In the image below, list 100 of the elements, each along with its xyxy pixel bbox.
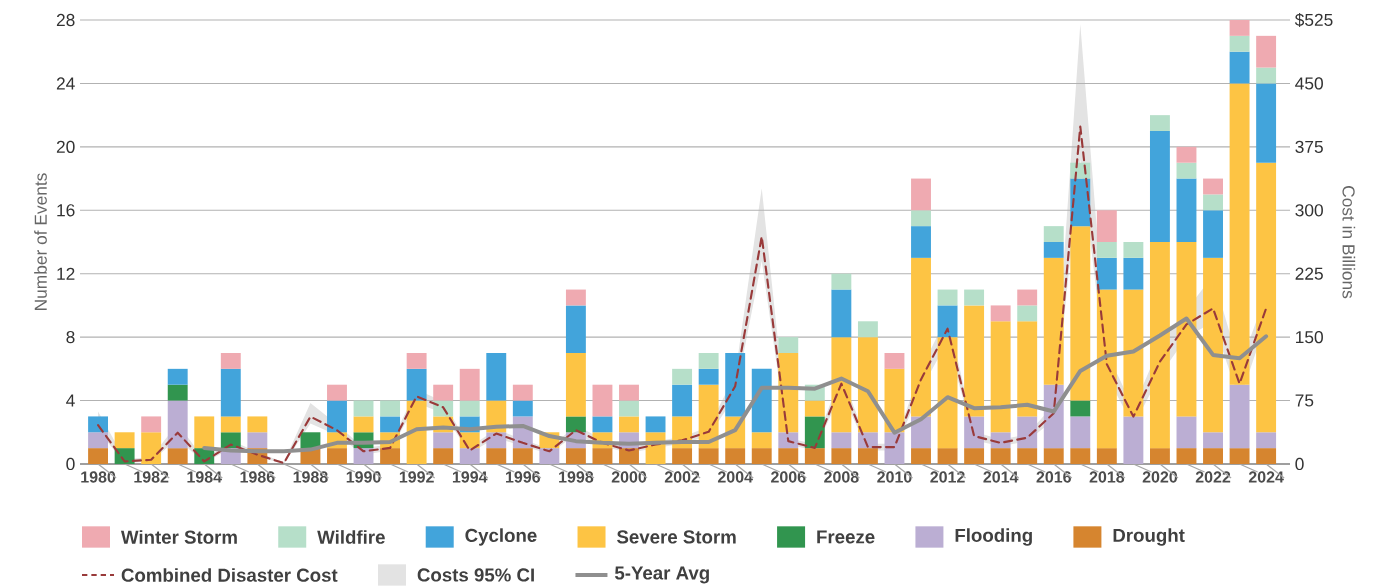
bar — [1096, 289, 1117, 449]
bar — [778, 448, 799, 464]
bar — [1017, 289, 1038, 306]
bar — [300, 432, 321, 449]
bar — [857, 337, 878, 433]
bar — [778, 432, 799, 449]
bar — [247, 416, 268, 433]
bar — [220, 368, 241, 417]
x-tick-label: 1982 — [134, 471, 169, 483]
bar — [1176, 416, 1197, 449]
bar — [1096, 241, 1117, 258]
x-tick-label: 2022 — [1195, 471, 1231, 483]
bar — [911, 448, 931, 464]
bar — [619, 384, 639, 401]
bar — [778, 337, 799, 353]
bar — [433, 384, 454, 401]
bar — [698, 368, 719, 385]
bar — [831, 289, 852, 338]
bar — [1017, 448, 1038, 464]
bar — [725, 448, 746, 464]
bar — [1203, 257, 1223, 433]
legend-label: Severe Storm — [617, 530, 736, 544]
legend-label: Flooding — [955, 528, 1032, 546]
legend-label: Winter Storm — [120, 530, 237, 544]
bar — [88, 432, 109, 449]
bar — [1096, 257, 1117, 290]
y2-tick-label: 0 — [1295, 457, 1304, 471]
bar — [167, 448, 188, 464]
bar — [1070, 400, 1091, 417]
bar — [1017, 321, 1038, 417]
bar — [327, 384, 347, 401]
bar — [1149, 130, 1170, 242]
bar — [804, 400, 825, 417]
y2-tick-label: 150 — [1296, 330, 1323, 344]
y-axis-title: Number of Events — [34, 173, 47, 310]
bar — [1070, 226, 1091, 401]
y2-tick-label: 375 — [1295, 140, 1323, 153]
x-tick-label: 1988 — [293, 471, 328, 483]
bar — [964, 448, 985, 464]
bar — [592, 416, 613, 433]
bar — [512, 448, 533, 464]
x-tick-label: 1998 — [559, 471, 594, 483]
bar — [141, 416, 162, 433]
bar — [1070, 448, 1091, 464]
x-tick-label: 2010 — [877, 471, 912, 483]
x-tick-label: 2006 — [771, 471, 806, 483]
y-tick-label: 4 — [66, 394, 75, 407]
x-tick-label: 1990 — [346, 471, 381, 483]
y2-axis-title: Cost in Billions — [1342, 186, 1356, 299]
bar — [1256, 432, 1277, 449]
bar — [619, 400, 639, 417]
bar — [911, 226, 931, 258]
bar — [1017, 305, 1038, 322]
bar — [645, 416, 666, 433]
y-tick-label: 16 — [57, 204, 75, 217]
bar — [804, 416, 825, 449]
bar — [857, 321, 878, 338]
y-tick-label: 12 — [57, 267, 75, 280]
bar — [1149, 448, 1170, 464]
bar — [459, 368, 480, 401]
bar — [353, 400, 374, 417]
x-tick-label: 1994 — [452, 471, 488, 483]
bar — [1176, 448, 1197, 464]
bar — [990, 448, 1011, 464]
x-tick-label: 2024 — [1248, 471, 1284, 483]
bar — [167, 368, 188, 385]
x-tick-label: 2000 — [611, 471, 647, 483]
bar — [1256, 162, 1277, 433]
bar — [406, 400, 427, 464]
bar — [247, 432, 268, 449]
x-tick-label: 2018 — [1089, 471, 1125, 483]
bar — [1043, 241, 1064, 258]
bar — [964, 289, 985, 306]
bar — [619, 416, 639, 433]
bar — [406, 352, 427, 369]
bar — [565, 352, 586, 417]
bar — [459, 448, 480, 464]
x-tick-label: 1980 — [81, 471, 116, 483]
bar — [911, 178, 931, 211]
bar — [1043, 448, 1064, 464]
bar — [88, 448, 109, 464]
bar — [672, 384, 693, 417]
bar — [751, 368, 772, 433]
bar — [1203, 194, 1223, 211]
bar — [1229, 384, 1250, 449]
bar — [1176, 162, 1197, 179]
bar — [672, 448, 693, 464]
legend-label: Combined Disaster Cost — [121, 568, 338, 582]
y-tick-label: 8 — [66, 330, 75, 344]
bar — [167, 384, 188, 401]
bar — [1123, 241, 1144, 258]
legend-label: Cyclone — [465, 528, 537, 546]
bar — [831, 273, 852, 290]
line-series — [202, 316, 1269, 454]
y2-tick-label: 225 — [1295, 267, 1323, 280]
bar — [1043, 226, 1064, 242]
bar — [380, 448, 401, 464]
bar — [565, 289, 586, 306]
bar — [380, 400, 401, 417]
bar — [937, 305, 958, 338]
